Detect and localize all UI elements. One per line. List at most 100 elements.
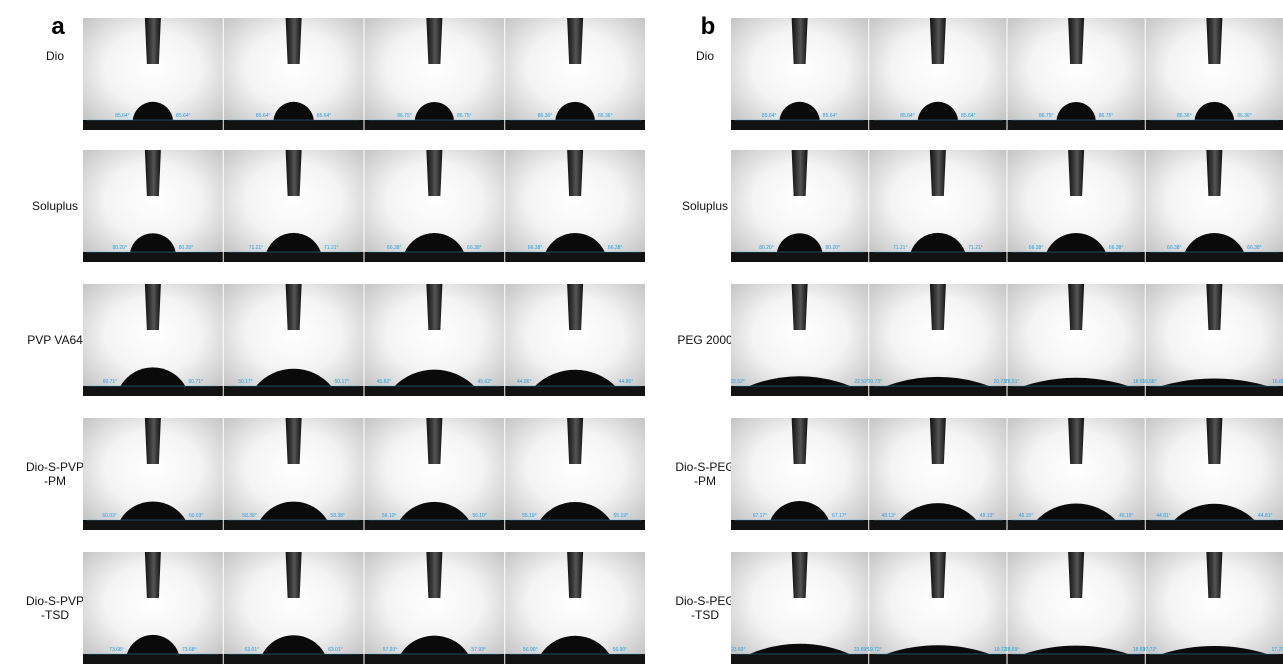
substrate xyxy=(1146,386,1283,396)
angle-right: 85.64° xyxy=(176,113,191,119)
contact-angle-image: 80.20°80.20° xyxy=(83,150,223,262)
angle-right: 48.13° xyxy=(980,513,995,519)
row-label: Dio-S-PVP-TSD xyxy=(26,594,84,622)
angle-left: 86.36° xyxy=(1177,113,1192,119)
substrate xyxy=(731,252,868,262)
needle xyxy=(792,552,808,598)
angle-left: 85.64° xyxy=(762,113,777,119)
angle-left: 20.73° xyxy=(868,379,883,385)
substrate xyxy=(1008,386,1145,396)
row-label-line: Soluplus xyxy=(682,199,728,213)
angle-left: 19.72° xyxy=(867,647,882,653)
angle-right: 85.64° xyxy=(961,113,976,119)
substrate xyxy=(365,386,505,396)
angle-right: 44.86° xyxy=(619,379,634,385)
contact-angle-image: 56.90°56.90° xyxy=(505,552,645,664)
angle-left: 22.52° xyxy=(730,379,745,385)
contact-angle-image: 71.21°71.21° xyxy=(224,150,364,262)
needle xyxy=(145,418,161,464)
contact-angle-image: 50.17°50.17° xyxy=(224,284,364,396)
row-label-line: PEG 2000 xyxy=(677,333,733,347)
angle-right: 55.19° xyxy=(614,513,629,519)
substrate xyxy=(1146,120,1283,130)
needle xyxy=(1206,18,1222,64)
needle xyxy=(286,150,302,196)
substrate xyxy=(731,386,868,396)
angle-left: 80.20° xyxy=(759,245,774,251)
angle-left: 86.75° xyxy=(1039,113,1054,119)
needle xyxy=(930,284,946,330)
substrate xyxy=(505,654,645,664)
needle xyxy=(930,18,946,64)
angle-right: 63.01° xyxy=(328,647,343,653)
angle-right: 60.71° xyxy=(189,379,204,385)
row-label-line: Soluplus xyxy=(32,199,78,213)
needle xyxy=(930,150,946,196)
angle-right: 67.17° xyxy=(832,513,847,519)
angle-right: 86.75° xyxy=(457,113,472,119)
angle-left: 60.03° xyxy=(102,513,117,519)
needle xyxy=(567,150,583,196)
substrate xyxy=(365,252,505,262)
angle-left: 63.01° xyxy=(245,647,260,653)
contact-angle-image: 85.64°85.64° xyxy=(83,18,223,130)
needle xyxy=(792,150,808,196)
substrate xyxy=(83,654,223,664)
angle-right: 46.15° xyxy=(1119,513,1134,519)
row-label-line: Dio-S-PVP xyxy=(26,460,84,474)
angle-left: 44.86° xyxy=(517,379,532,385)
angle-right: 22.52° xyxy=(854,379,869,385)
needle xyxy=(1206,418,1222,464)
contact-angle-image: 66.38°66.38° xyxy=(1008,150,1145,262)
needle xyxy=(426,150,442,196)
angle-left: 57.93° xyxy=(383,647,398,653)
contact-angle-image: 86.36°86.36° xyxy=(505,18,645,130)
substrate xyxy=(1008,520,1145,530)
needle xyxy=(792,418,808,464)
substrate xyxy=(731,120,868,130)
substrate xyxy=(224,654,364,664)
contact-angle-image: 45.62°45.62° xyxy=(365,284,505,396)
angle-right: 23.69° xyxy=(854,647,869,653)
angle-left: 48.13° xyxy=(881,513,896,519)
needle xyxy=(792,284,808,330)
angle-left: 23.69° xyxy=(731,647,746,653)
angle-left: 66.38° xyxy=(1167,245,1182,251)
contact-angle-image: 73.68° 73.68° xyxy=(83,552,223,664)
angle-right: 85.64° xyxy=(317,113,332,119)
contact-angle-image: 18.51°18.51° xyxy=(1005,284,1148,396)
row-label: Dio-S-PEG-TSD xyxy=(675,594,734,622)
needle xyxy=(1068,150,1084,196)
substrate xyxy=(365,654,505,664)
angle-right: 60.03° xyxy=(189,513,204,519)
substrate xyxy=(869,520,1006,530)
needle xyxy=(567,284,583,330)
needle xyxy=(567,18,583,64)
needle xyxy=(1068,284,1084,330)
needle xyxy=(145,150,161,196)
substrate xyxy=(1008,120,1145,130)
row-label: Soluplus xyxy=(682,199,728,213)
angle-right: 80.20° xyxy=(179,245,194,251)
angle-left: 86.75° xyxy=(397,113,412,119)
angle-left: 44.81° xyxy=(1156,513,1171,519)
panel-label: a xyxy=(51,13,65,40)
substrate xyxy=(83,120,223,130)
angle-right: 86.75° xyxy=(1099,113,1114,119)
angle-left: 46.15° xyxy=(1019,513,1034,519)
angle-left: 73.68° xyxy=(109,647,124,653)
needle xyxy=(286,18,302,64)
angle-right: 73.68° xyxy=(182,647,197,653)
needle xyxy=(567,418,583,464)
substrate xyxy=(505,120,645,130)
angle-right: 58.38° xyxy=(330,513,345,519)
needle xyxy=(792,18,808,64)
substrate xyxy=(731,654,868,664)
row-label: Soluplus xyxy=(32,199,78,213)
angle-left: 66.38° xyxy=(528,245,543,251)
angle-left: 85.64° xyxy=(900,113,915,119)
contact-angle-image: 18.69°18.69° xyxy=(1005,552,1147,664)
substrate xyxy=(869,120,1006,130)
row-label-line: -PM xyxy=(44,474,66,488)
angle-left: 55.19° xyxy=(522,513,537,519)
